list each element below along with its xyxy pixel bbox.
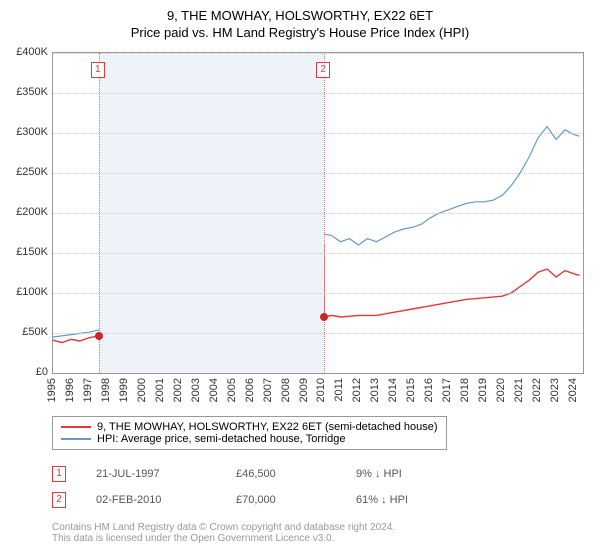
marker-dot-1 — [95, 332, 103, 340]
transaction-date: 02-FEB-2010 — [96, 494, 236, 506]
x-axis-label: 2010 — [315, 378, 327, 402]
credits-line: Contains HM Land Registry data © Crown c… — [52, 522, 395, 533]
x-axis-label: 2007 — [262, 378, 274, 402]
gridline — [53, 253, 583, 254]
x-axis-label: 2018 — [459, 378, 471, 402]
x-axis-label: 1999 — [118, 378, 130, 402]
transaction-date: 21-JUL-1997 — [96, 468, 236, 480]
x-axis-label: 2002 — [172, 378, 184, 402]
x-axis-label: 2020 — [495, 378, 507, 402]
gridline — [53, 133, 583, 134]
legend-item-price: 9, THE MOWHAY, HOLSWORTHY, EX22 6ET (sem… — [61, 421, 438, 433]
x-axis-label: 2023 — [549, 378, 561, 402]
transaction-marker: 1 — [52, 466, 66, 482]
gridline — [53, 173, 583, 174]
x-axis-label: 2017 — [441, 378, 453, 402]
x-axis-label: 1998 — [100, 378, 112, 402]
transaction-price: £70,000 — [236, 494, 356, 506]
y-axis-label: £100K — [6, 286, 48, 298]
x-axis-label: 2001 — [154, 378, 166, 402]
y-axis-label: £50K — [6, 326, 48, 338]
x-axis-label: 2005 — [226, 378, 238, 402]
legend-label: HPI: Average price, semi-detached house,… — [97, 433, 345, 445]
x-axis-label: 2012 — [351, 378, 363, 402]
marker-box-1: 1 — [91, 62, 105, 78]
x-axis-label: 2008 — [280, 378, 292, 402]
x-axis-label: 2013 — [369, 378, 381, 402]
transaction-delta: 9% ↓ HPI — [356, 468, 476, 480]
x-axis-label: 2022 — [531, 378, 543, 402]
gridline — [53, 213, 583, 214]
x-axis-label: 2009 — [298, 378, 310, 402]
x-axis-label: 2014 — [387, 378, 399, 402]
legend: 9, THE MOWHAY, HOLSWORTHY, EX22 6ET (sem… — [52, 416, 447, 450]
transaction-row-1: 1 21-JUL-1997£46,5009% ↓ HPI — [52, 466, 476, 482]
y-axis-label: £400K — [6, 46, 48, 58]
legend-swatch — [61, 426, 91, 428]
chart-title: 9, THE MOWHAY, HOLSWORTHY, EX22 6ET — [0, 8, 600, 23]
y-axis-label: £150K — [6, 246, 48, 258]
x-axis-label: 2016 — [423, 378, 435, 402]
y-axis-label: £0 — [6, 366, 48, 378]
y-axis-label: £200K — [6, 206, 48, 218]
x-axis-label: 2004 — [208, 378, 220, 402]
x-axis-label: 2024 — [567, 378, 579, 402]
x-axis-label: 1996 — [64, 378, 76, 402]
x-axis-label: 2006 — [244, 378, 256, 402]
x-axis-label: 2011 — [333, 378, 345, 402]
legend-item-hpi: HPI: Average price, semi-detached house,… — [61, 433, 438, 445]
x-axis-label: 2003 — [190, 378, 202, 402]
transaction-row-2: 2 02-FEB-2010£70,00061% ↓ HPI — [52, 492, 476, 508]
transaction-price: £46,500 — [236, 468, 356, 480]
legend-label: 9, THE MOWHAY, HOLSWORTHY, EX22 6ET (sem… — [97, 421, 438, 433]
y-axis-label: £250K — [6, 166, 48, 178]
x-axis-label: 1995 — [46, 378, 58, 402]
chart-subtitle: Price paid vs. HM Land Registry's House … — [0, 25, 600, 40]
x-axis-label: 1997 — [82, 378, 94, 402]
transaction-delta: 61% ↓ HPI — [356, 494, 476, 506]
gridline — [53, 333, 583, 334]
legend-swatch — [61, 438, 91, 440]
y-axis-label: £350K — [6, 86, 48, 98]
gridline — [53, 93, 583, 94]
x-axis-label: 2000 — [136, 378, 148, 402]
marker-dot-2 — [320, 313, 328, 321]
x-axis-label: 2019 — [477, 378, 489, 402]
credits-line: This data is licensed under the Open Gov… — [52, 533, 395, 544]
x-axis-label: 2015 — [405, 378, 417, 402]
plot-area — [52, 52, 584, 374]
chart-container: 9, THE MOWHAY, HOLSWORTHY, EX22 6ET Pric… — [0, 0, 600, 560]
y-axis-label: £300K — [6, 126, 48, 138]
x-axis-label: 2021 — [513, 378, 525, 402]
gridline — [53, 293, 583, 294]
gridline — [53, 53, 583, 54]
credits: Contains HM Land Registry data © Crown c… — [52, 522, 395, 544]
transaction-marker: 2 — [52, 492, 66, 508]
marker-box-2: 2 — [316, 62, 330, 78]
